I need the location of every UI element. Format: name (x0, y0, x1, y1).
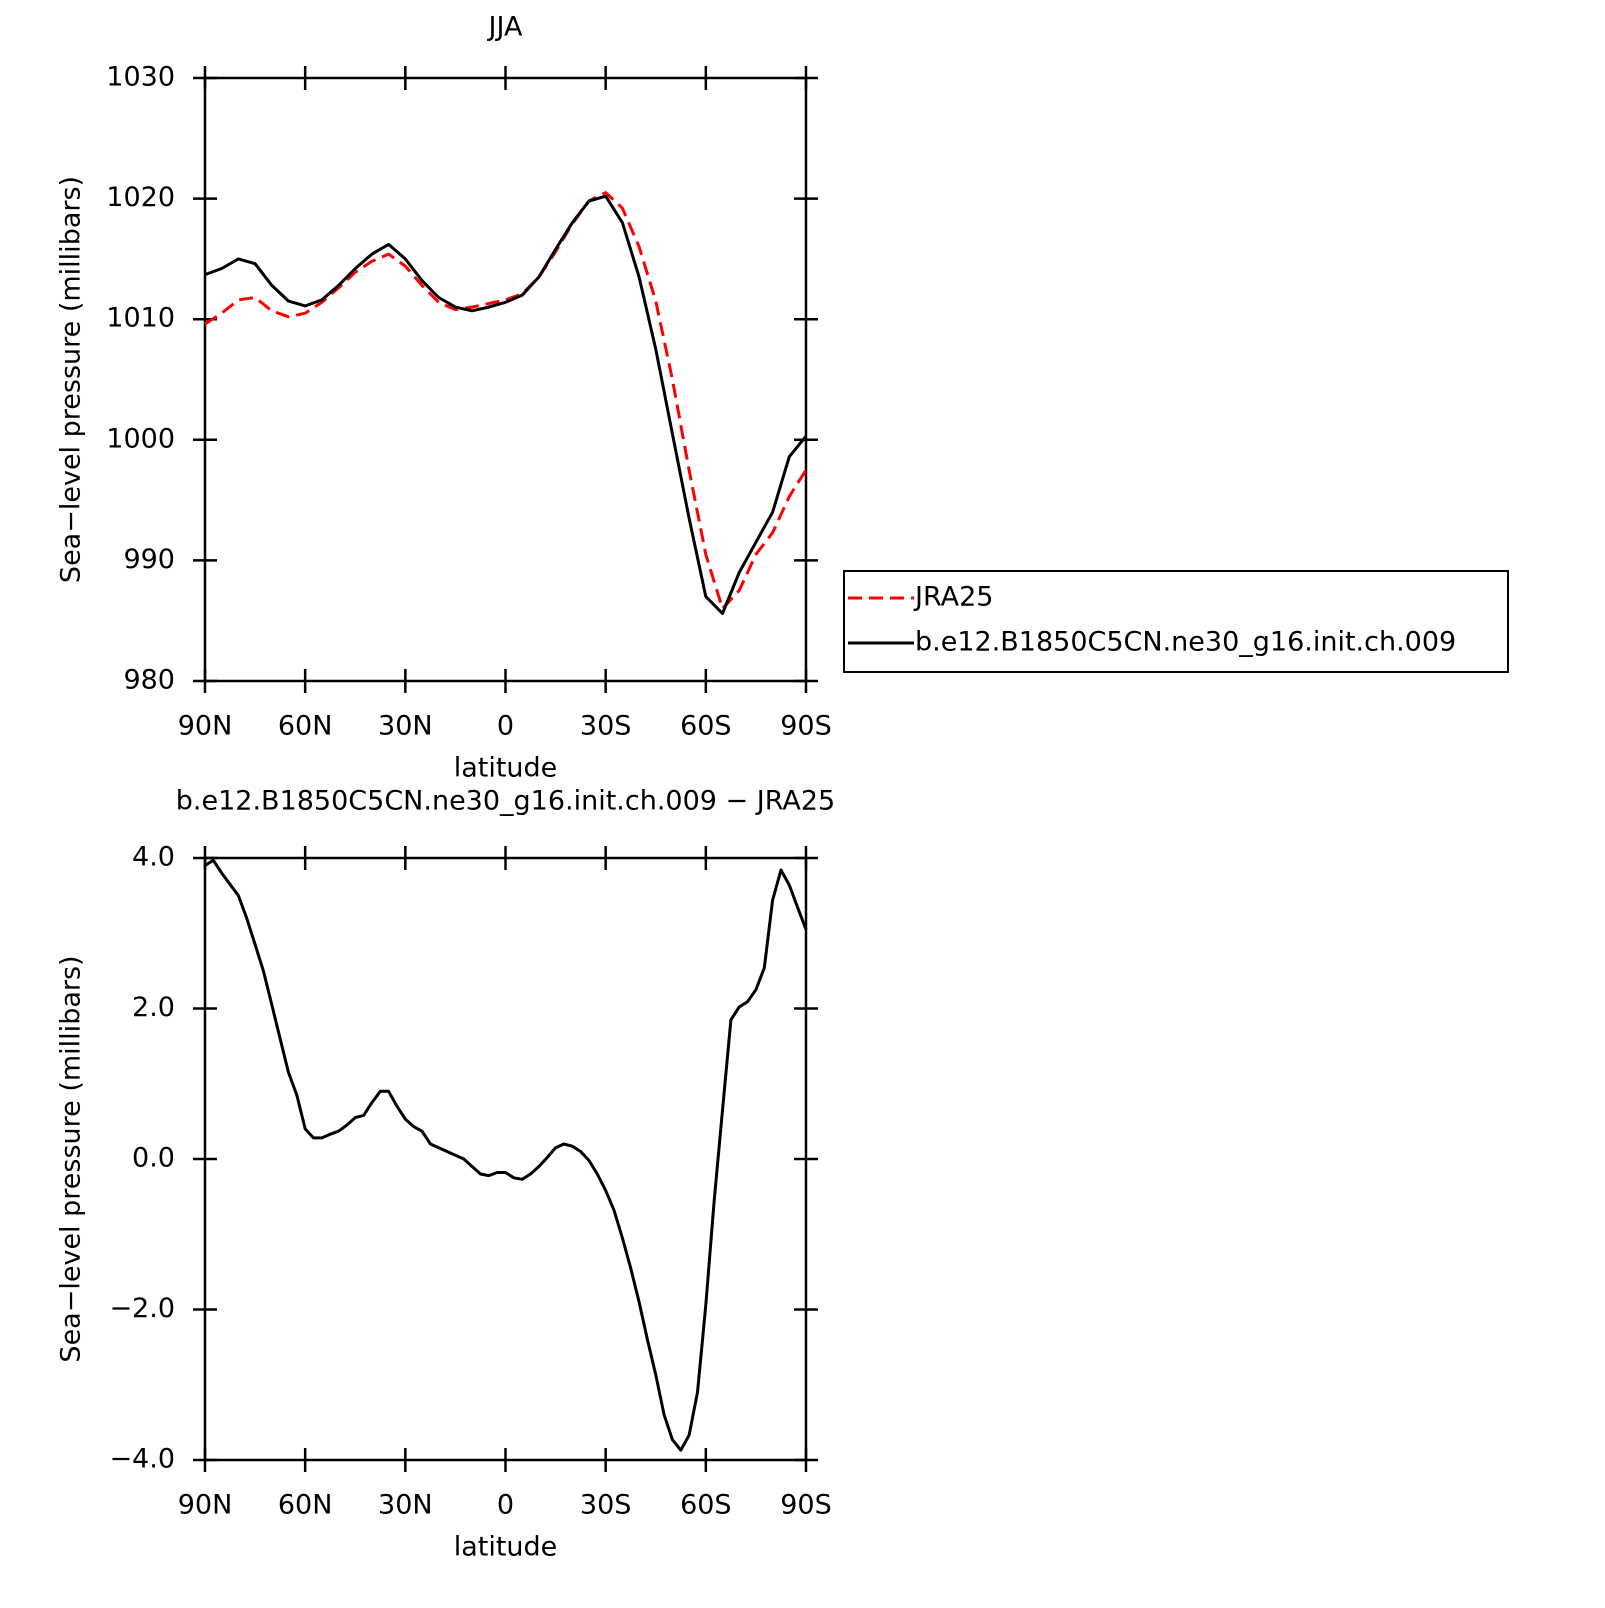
x-tick-label: 60S (680, 1490, 732, 1521)
y-axis-label: Sea−level pressure (millibars) (56, 955, 87, 1362)
series-line (204, 191, 808, 611)
x-tick-label: 60S (680, 711, 732, 742)
series-line (204, 194, 808, 615)
x-axis-label: latitude (454, 1532, 558, 1563)
x-tick-label: 90N (178, 711, 233, 742)
y-tick-label: 1030 (106, 62, 175, 93)
y-tick-label: 1020 (106, 182, 175, 213)
x-tick-label: 90S (780, 711, 832, 742)
y-tick-label: 4.0 (132, 842, 175, 873)
x-tick-label: 60N (278, 1490, 333, 1521)
x-tick-label: 30N (378, 1490, 433, 1521)
y-tick-label: −2.0 (109, 1293, 175, 1324)
x-tick-label: 90N (178, 1490, 233, 1521)
x-tick-label: 30S (580, 711, 632, 742)
x-tick-label: 60N (278, 711, 333, 742)
y-tick-label: 2.0 (132, 992, 175, 1023)
x-axis-label: latitude (454, 753, 558, 784)
legend-box (843, 570, 1509, 673)
y-tick-label: −4.0 (109, 1444, 175, 1475)
plot-frame (203, 856, 808, 1462)
y-tick-label: 1010 (106, 303, 175, 334)
x-tick-label: 0 (497, 1490, 514, 1521)
y-tick-label: 0.0 (132, 1143, 175, 1174)
series-line (204, 858, 808, 1452)
x-tick-label: 30N (378, 711, 433, 742)
y-axis-label: Sea−level pressure (millibars) (56, 176, 87, 583)
x-tick-label: 30S (580, 1490, 632, 1521)
legend-label: JRA25 (913, 582, 993, 613)
chart-title: JJA (487, 12, 523, 43)
legend-label: b.e12.B1850C5CN.ne30_g16.init.ch.009 (915, 627, 1456, 658)
chart-title: b.e12.B1850C5CN.ne30_g16.init.ch.009 − J… (176, 786, 835, 817)
plot-frame (203, 76, 808, 683)
y-tick-label: 990 (123, 544, 175, 575)
x-tick-label: 0 (497, 711, 514, 742)
y-tick-label: 980 (123, 665, 175, 696)
y-tick-label: 1000 (106, 423, 175, 454)
x-tick-label: 90S (780, 1490, 832, 1521)
